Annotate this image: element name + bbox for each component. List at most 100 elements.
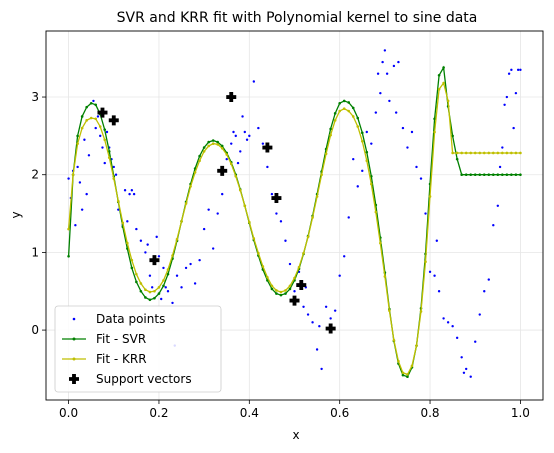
svr-fit-point <box>360 131 364 135</box>
x-tick-label: 1.0 <box>511 406 530 420</box>
krr-fit-point <box>252 237 256 240</box>
krr-fit-point <box>492 151 495 155</box>
data-point <box>460 356 463 359</box>
krr-fit-point <box>116 199 120 203</box>
data-point <box>435 239 439 242</box>
krr-fit-point <box>297 265 301 269</box>
krr-fit-point <box>320 173 323 177</box>
data-point <box>232 130 235 134</box>
support-vector <box>262 142 273 153</box>
y-axis-label: y <box>9 211 23 218</box>
krr-fit-point <box>464 151 468 155</box>
krr-fit-point <box>442 81 445 85</box>
data-point <box>437 290 441 293</box>
data-point <box>505 95 509 99</box>
data-point <box>180 286 183 289</box>
svr-fit-point <box>351 106 355 110</box>
svr-fit-point <box>329 127 332 131</box>
svr-fit-point <box>401 373 405 377</box>
krr-fit-point <box>234 174 238 178</box>
svr-fit-point <box>501 173 504 177</box>
svr-fit-point <box>464 173 468 177</box>
data-point <box>76 165 79 169</box>
data-point <box>148 274 152 277</box>
svr-fit-point <box>460 173 463 177</box>
data-point <box>501 146 504 149</box>
data-point <box>150 286 154 289</box>
svr-fit-point <box>442 66 445 69</box>
data-point <box>284 239 287 242</box>
svr-fit-point <box>162 284 165 288</box>
data-point <box>381 60 384 64</box>
krr-fit-point <box>98 125 102 128</box>
krr-fit-point <box>392 338 396 342</box>
axes-frame <box>45 30 544 401</box>
support-vector <box>296 280 307 291</box>
data-point <box>96 115 100 118</box>
data-point <box>510 68 513 72</box>
krr-fit-point <box>306 235 310 239</box>
data-point <box>105 130 109 134</box>
krr-fit-point <box>329 133 332 137</box>
krr-fit-point <box>130 258 134 262</box>
krr-fit-point <box>338 109 341 113</box>
krr-fit-point <box>180 220 183 223</box>
data-point <box>261 142 265 145</box>
support-vector <box>149 255 160 266</box>
data-point <box>123 189 127 192</box>
data-point <box>462 371 466 375</box>
svr-fit-point <box>130 266 134 270</box>
data-point <box>80 208 84 211</box>
data-point <box>487 278 490 281</box>
krr-fit-point <box>365 159 369 163</box>
data-point <box>144 251 147 254</box>
svr-fit-point <box>455 157 459 161</box>
krr-fit-point <box>451 151 454 155</box>
krr-fit-point <box>243 204 247 208</box>
krr-fit-point <box>311 216 314 219</box>
data-point <box>99 134 102 138</box>
data-point <box>157 255 161 258</box>
svr-fit-point <box>510 173 513 177</box>
svr-fit-point <box>216 140 219 144</box>
svr-fit-point <box>148 298 152 302</box>
data-point <box>356 185 359 188</box>
data-point <box>338 274 341 277</box>
svr-fit-point <box>356 116 360 120</box>
data-point <box>164 286 167 289</box>
data-point <box>464 367 468 371</box>
data-point <box>415 165 418 169</box>
krr-fit-point <box>85 119 88 122</box>
svr-fit-point <box>487 173 491 177</box>
data-point <box>392 64 396 68</box>
krr-fit-point <box>428 195 432 198</box>
data-point <box>83 138 86 141</box>
data-point <box>155 235 158 239</box>
krr-fit-point <box>455 151 459 155</box>
svr-fit-point <box>166 272 170 276</box>
data-point <box>74 224 77 227</box>
krr-fit-point <box>198 159 201 163</box>
data-point <box>293 290 296 293</box>
data-point <box>279 220 283 223</box>
krr-fit-point <box>383 275 387 278</box>
svr-fit-point <box>144 296 147 299</box>
data-point <box>329 317 332 320</box>
krr-fit-point <box>238 188 242 192</box>
krr-fit-point <box>302 251 305 255</box>
krr-fit-point <box>333 119 337 122</box>
data-point <box>243 130 246 134</box>
data-point <box>352 157 355 161</box>
svr-fit-point <box>85 105 88 109</box>
support-vector <box>271 193 282 204</box>
svr-fit-point <box>478 173 482 177</box>
krr-fit-point <box>216 143 219 146</box>
data-point <box>519 68 522 72</box>
data-point <box>112 165 115 169</box>
data-point <box>374 111 378 114</box>
legend-label: Fit - SVR <box>96 332 146 346</box>
krr-fit-point <box>107 156 111 159</box>
data-point <box>347 216 350 219</box>
svr-fit-point <box>94 103 97 107</box>
